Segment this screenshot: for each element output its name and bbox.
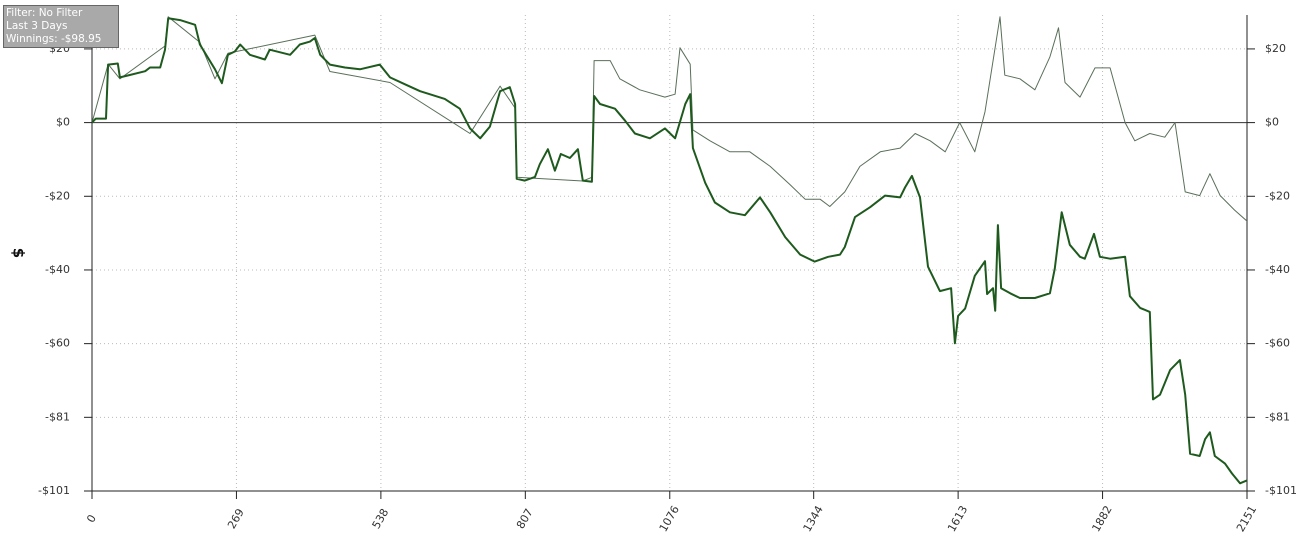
series-line: [92, 17, 1247, 485]
y-tick-label: -$20: [45, 189, 70, 202]
x-tick-label: 807: [514, 506, 536, 531]
y2-tick-label: -$60: [1265, 337, 1290, 350]
x-tick-label: 538: [370, 506, 392, 531]
y2-tick-label: $20: [1265, 42, 1286, 55]
x-tick-label: 269: [225, 506, 247, 531]
y2-tick-label: -$40: [1265, 263, 1290, 276]
info-period: Last 3 Days: [6, 20, 68, 32]
info-filter: Filter: No Filter: [6, 7, 83, 19]
y2-tick-label: -$101: [1265, 484, 1297, 497]
info-box: Filter: No Filter Last 3 Days Winnings: …: [3, 5, 119, 48]
info-winnings: Winnings: -$98.95: [6, 33, 102, 45]
x-tick-label: 1344: [801, 503, 826, 534]
x-tick-label: 1882: [1089, 503, 1114, 534]
series-line: [92, 16, 1247, 222]
x-tick-label: 1613: [945, 503, 970, 534]
y-tick-label: $0: [56, 116, 70, 129]
y-tick-label: -$81: [45, 410, 70, 423]
y2-tick-label: -$20: [1265, 189, 1290, 202]
y-tick-label: -$60: [45, 337, 70, 350]
x-tick-label: 2151: [1234, 503, 1259, 534]
y-tick-label: -$40: [45, 263, 70, 276]
x-tick-label: 0: [84, 512, 99, 525]
y2-tick-label: $0: [1265, 116, 1279, 129]
y-axis-label: $: [10, 248, 28, 258]
y2-tick-label: -$81: [1265, 410, 1290, 423]
y-tick-label: -$101: [38, 484, 70, 497]
x-tick-label: 1076: [657, 503, 682, 534]
